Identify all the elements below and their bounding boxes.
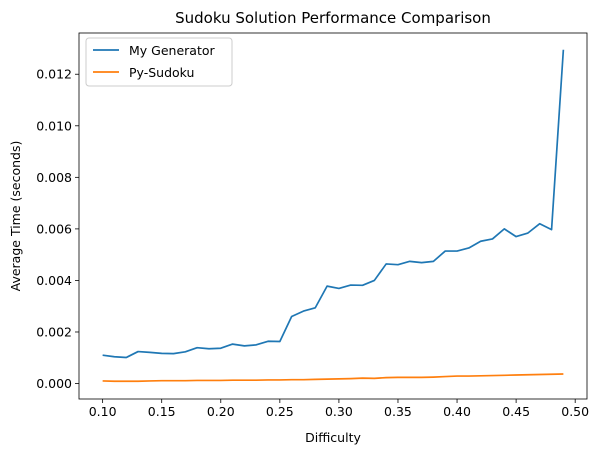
x-tick-label: 0.40 <box>443 404 471 419</box>
legend-box <box>85 37 233 87</box>
x-tick-label: 0.25 <box>266 404 294 419</box>
y-tick-label: 0.002 <box>36 324 72 339</box>
x-tick-label: 0.35 <box>384 404 412 419</box>
x-tick-label: 0.30 <box>325 404 353 419</box>
legend-label-my-generator: My Generator <box>129 43 215 58</box>
y-tick-label: 0.004 <box>36 273 72 288</box>
x-tick-label: 0.10 <box>89 404 117 419</box>
x-tick-label: 0.50 <box>561 404 589 419</box>
y-tick-label: 0.000 <box>36 376 72 391</box>
y-tick-label: 0.012 <box>36 67 72 82</box>
x-axis-label: Difficulty <box>305 430 361 445</box>
x-tick-label: 0.20 <box>207 404 235 419</box>
y-tick-label: 0.006 <box>36 221 72 236</box>
y-axis-label: Average Time (seconds) <box>8 141 23 292</box>
x-tick-label: 0.45 <box>502 404 530 419</box>
series-line-my-generator <box>102 49 565 359</box>
series-line-py-sudoku <box>102 373 564 383</box>
y-tick-label: 0.010 <box>36 118 72 133</box>
chart-title: Sudoku Solution Performance Comparison <box>175 9 491 27</box>
plot-lines <box>102 49 565 383</box>
x-tick-label: 0.15 <box>148 404 176 419</box>
legend: My Generator Py-Sudoku <box>85 37 233 87</box>
y-axis-ticks: 0.000 0.002 0.004 0.006 0.008 0.010 0.012 <box>36 67 79 391</box>
x-axis-ticks: 0.10 0.15 0.20 0.25 0.30 0.35 0.40 0.45 0.50 <box>89 399 589 419</box>
legend-label-py-sudoku: Py-Sudoku <box>129 65 194 80</box>
plot-frame <box>78 32 588 400</box>
y-tick-label: 0.008 <box>36 170 72 185</box>
